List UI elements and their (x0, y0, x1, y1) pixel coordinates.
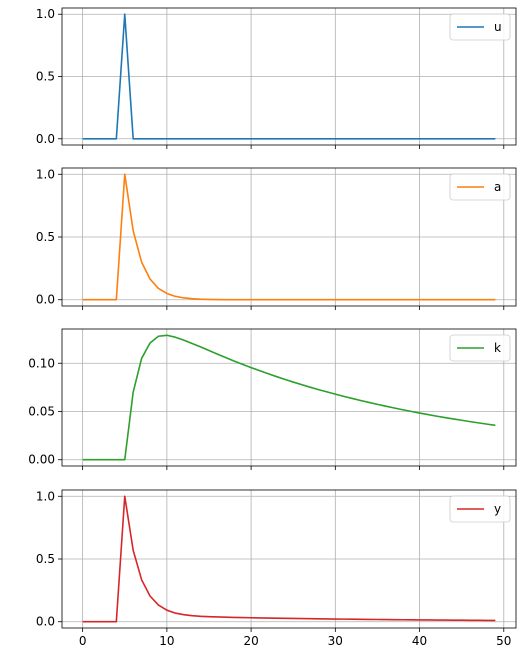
legend-label: u (494, 20, 502, 34)
y-tick-label: 0.0 (36, 615, 55, 629)
subplot-4: 0 10 20 30 40 50 0.0 0.5 1.0 y (36, 489, 517, 648)
legend-label: y (494, 502, 501, 516)
axes-frame (61, 328, 517, 467)
series-line-u (82, 13, 496, 140)
subplot-1: 0.0 0.5 1.0 u (36, 7, 517, 149)
legend: u (449, 13, 511, 41)
series-line-k (82, 334, 496, 461)
x-tick-label: 10 (159, 634, 174, 648)
series-line-y (82, 495, 496, 623)
y-tick-label: 0.0 (36, 293, 55, 307)
legend-label: k (494, 341, 501, 355)
x-tick-label: 0 (79, 634, 87, 648)
y-tick-label: 0.10 (28, 356, 55, 370)
subplot-3: 0.00 0.05 0.10 k (28, 328, 517, 470)
y-tick-label: 0.5 (36, 230, 55, 244)
y-tick-label: 0.05 (28, 404, 55, 418)
legend-label: a (494, 180, 501, 194)
x-tick-label: 30 (328, 634, 343, 648)
y-tick-label: 1.0 (36, 167, 55, 181)
y-tick-label: 0.0 (36, 132, 55, 146)
legend: k (449, 334, 511, 362)
x-tick-label: 50 (496, 634, 511, 648)
legend: y (449, 495, 511, 523)
x-tick-label: 20 (243, 634, 258, 648)
y-tick-label: 0.5 (36, 70, 55, 84)
x-tick-label: 40 (412, 634, 427, 648)
y-tick-label: 0.00 (28, 453, 55, 467)
y-tick-label: 1.0 (36, 7, 55, 21)
y-tick-label: 1.0 (36, 489, 55, 503)
y-tick-label: 0.5 (36, 552, 55, 566)
subplot-2: 0.0 0.5 1.0 a (36, 167, 517, 310)
legend: a (449, 173, 511, 201)
series-line-a (82, 173, 496, 301)
